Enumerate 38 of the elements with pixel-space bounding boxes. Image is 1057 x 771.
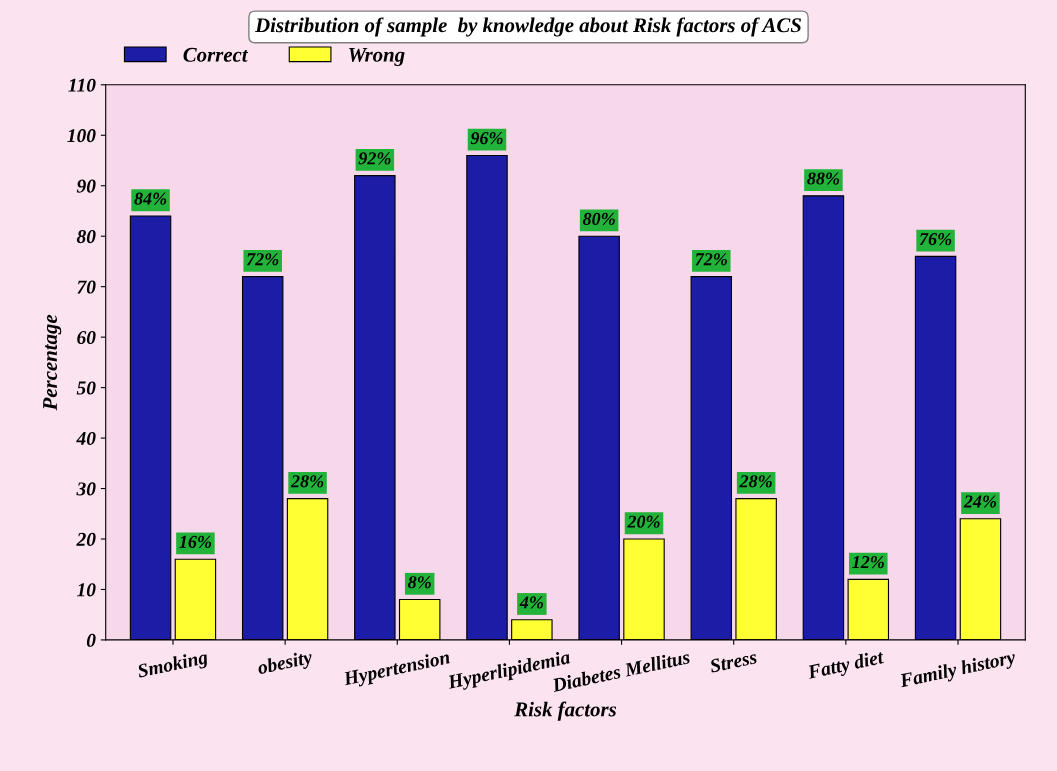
data-label: 20% [627, 515, 660, 528]
data-label: 8% [408, 576, 431, 589]
x-tick-label: Smoking [136, 649, 210, 682]
chart-title: Distribution of sample by knowledge about Risk factors of ACS [254, 17, 801, 37]
data-label: 4% [519, 596, 543, 609]
x-tick-label: Stress [709, 650, 758, 673]
x-tick-label: Family history [898, 649, 1018, 692]
x-tick-label: obesity [256, 649, 314, 679]
data-label: 28% [739, 475, 772, 488]
y-tick-label: 70 [77, 280, 96, 294]
x-tick-label: Fatty diet [806, 649, 886, 683]
data-label: 24% [963, 495, 997, 508]
y-tick-label: 90 [76, 179, 96, 193]
y-tick-label: 60 [77, 330, 96, 345]
y-tick-label: 30 [76, 482, 96, 496]
y-tick-label: 40 [76, 431, 96, 446]
y-tick-label: 80 [76, 230, 96, 244]
y-tick-label: 50 [76, 381, 96, 395]
y-tick-label: 100 [67, 129, 96, 143]
data-label: 12% [852, 555, 884, 569]
y-tick-label: 10 [76, 583, 96, 597]
y-tick-label: 20 [76, 532, 96, 546]
data-label: 84% [134, 192, 167, 205]
y-axis-title: Percentage [43, 314, 62, 411]
data-label: 72% [246, 253, 279, 266]
legend-label: Wrong [349, 47, 405, 67]
data-label: 88% [807, 172, 840, 185]
data-label: 28% [290, 475, 324, 488]
y-tick-label: 110 [68, 78, 96, 92]
data-label: 92% [358, 152, 391, 165]
data-label: 76% [919, 232, 952, 246]
legend-label: Correct [183, 47, 249, 62]
x-axis-title: Risk factors [514, 701, 617, 721]
y-tick-label: 0 [86, 633, 96, 647]
data-label: 72% [695, 253, 727, 266]
data-label: 80% [582, 212, 615, 226]
data-label: 16% [179, 535, 212, 549]
data-label: 96% [470, 132, 503, 145]
